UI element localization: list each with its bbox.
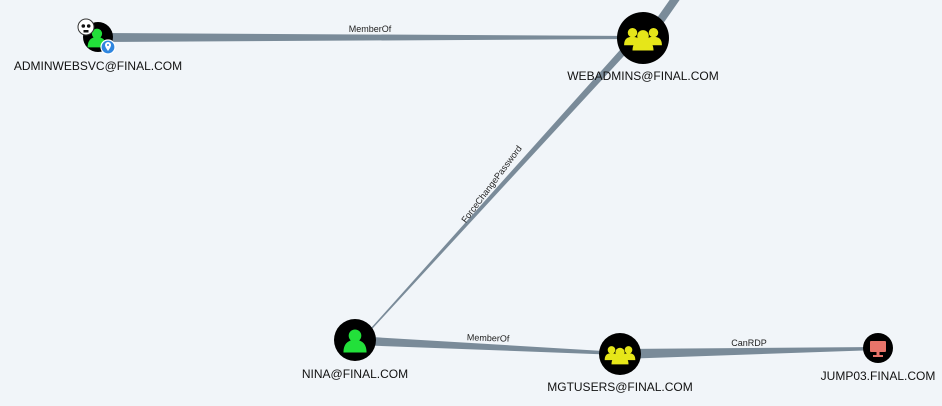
node-jump03[interactable]: JUMP03.FINAL.COM (821, 333, 936, 383)
node-nina[interactable]: NINA@FINAL.COM (302, 319, 408, 381)
edge-label-canrdp: CanRDP (731, 338, 767, 348)
edge-forcechangepassword-nina-webadmins[interactable] (371, 31, 646, 328)
edges-layer (98, 0, 878, 359)
node-adminwebsvc[interactable]: ADMINWEBSVC@FINAL.COM (14, 18, 182, 73)
node-label-mgtusers: MGTUSERS@FINAL.COM (547, 380, 693, 394)
edge-memberof-nina-mgtusers[interactable] (355, 336, 620, 355)
skull-icon (77, 18, 95, 36)
edge-memberof-adminwebsvc-webadmins[interactable] (98, 33, 642, 42)
node-label-adminwebsvc: ADMINWEBSVC@FINAL.COM (14, 59, 182, 73)
node-webadmins[interactable]: WEBADMINS@FINAL.COM (567, 12, 719, 83)
node-label-jump03: JUMP03.FINAL.COM (821, 369, 936, 383)
edge-label-forcechangepassword: ForceChangePassword (459, 144, 524, 225)
edge-label-memberof-bottom: MemberOf (467, 332, 510, 343)
node-mgtusers[interactable]: MGTUSERS@FINAL.COM (547, 333, 693, 394)
node-label-nina: NINA@FINAL.COM (302, 367, 408, 381)
edge-canrdp-mgtusers-jump03[interactable] (620, 347, 878, 359)
location-pin-icon (100, 39, 116, 55)
node-label-webadmins: WEBADMINS@FINAL.COM (567, 69, 719, 83)
edge-label-memberof-top: MemberOf (349, 24, 392, 34)
